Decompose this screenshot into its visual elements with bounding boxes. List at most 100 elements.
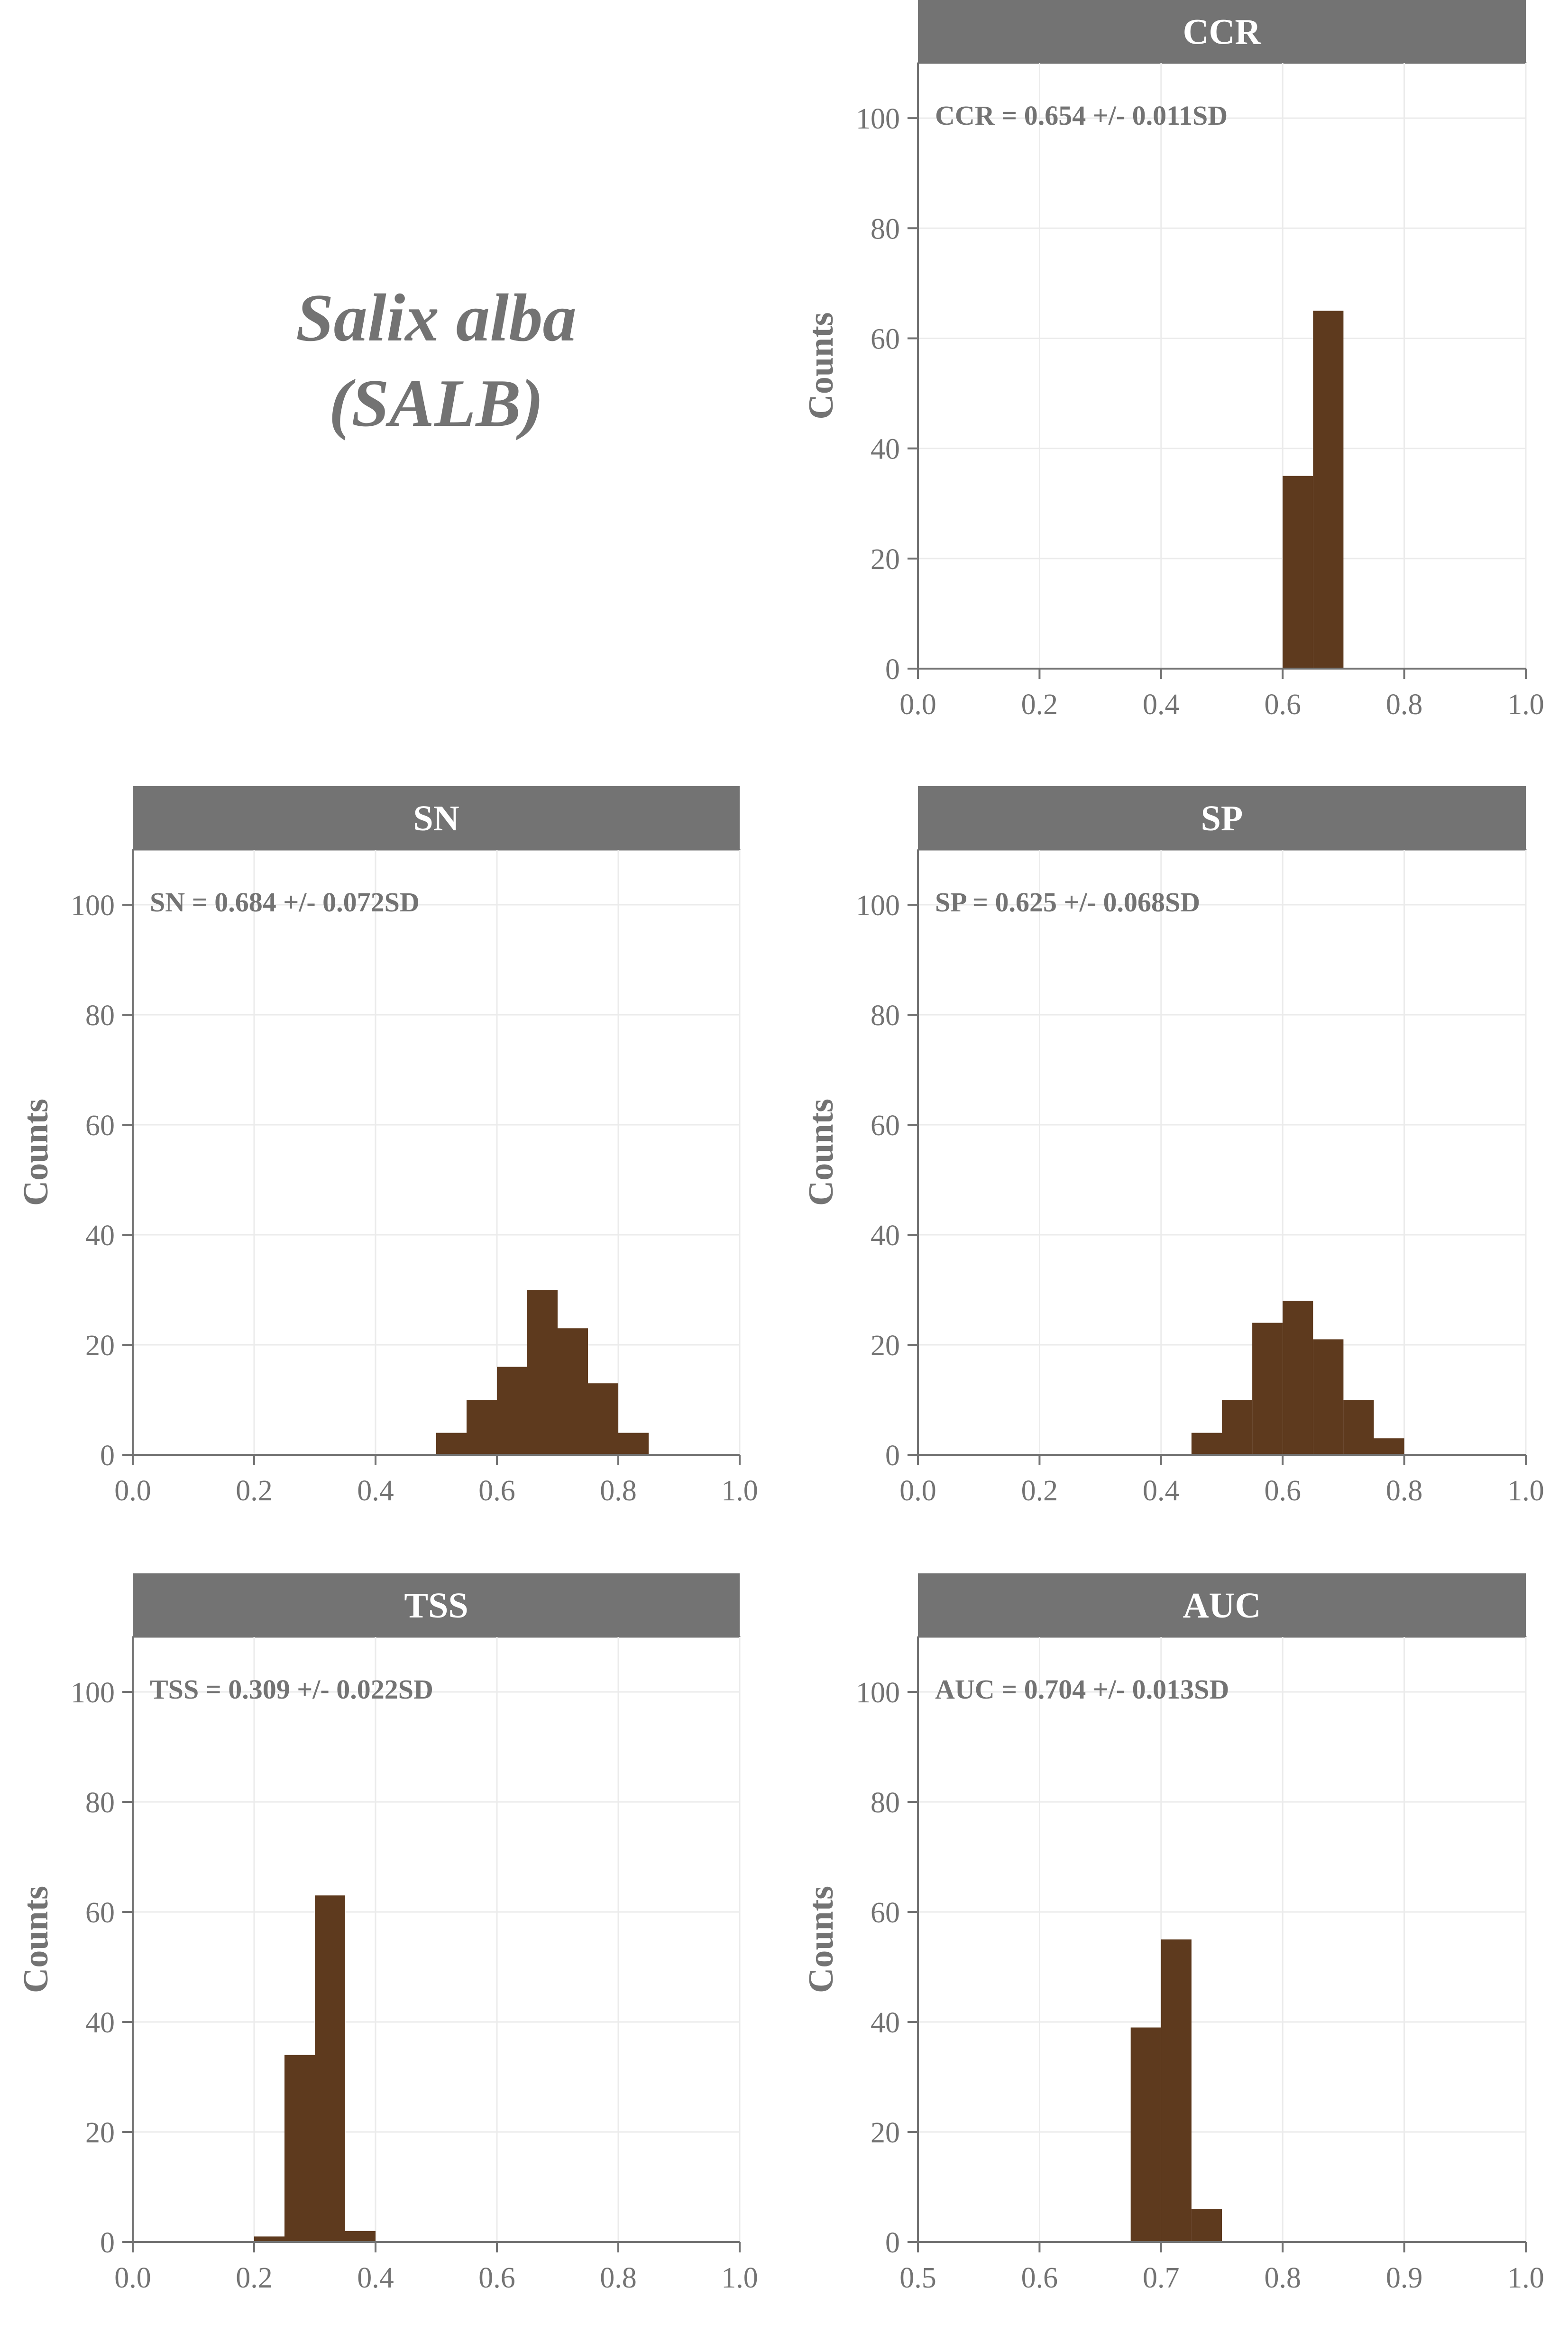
auc-x-tick-label: 0.9 — [1386, 2262, 1423, 2294]
ccr-y-tick-label: 0 — [885, 653, 900, 686]
sp-y-tick-label: 60 — [871, 1110, 900, 1142]
auc-strip — [918, 1573, 1526, 1637]
tss-histogram-bar — [284, 2055, 315, 2242]
tss-x-tick-label: 0.6 — [478, 2262, 515, 2294]
sp-x-tick-label: 0.0 — [899, 1475, 936, 1507]
ccr-y-tick-label: 100 — [856, 103, 900, 135]
tss-x-tick-label: 0.0 — [114, 2262, 151, 2294]
sn-y-tick-label: 40 — [85, 1220, 115, 1252]
sn-histogram-bar — [558, 1328, 588, 1455]
sn-y-tick-label: 100 — [71, 890, 115, 922]
ccr-y-tick-label: 40 — [871, 433, 900, 466]
tss-y-tick-label: 20 — [85, 2117, 115, 2149]
sp-histogram-bar — [1313, 1339, 1344, 1455]
ccr-y-tick-label: 20 — [871, 543, 900, 576]
tss-y-tick-label: 60 — [85, 1897, 115, 1929]
tss-x-tick-label: 1.0 — [721, 2262, 758, 2294]
species-name: Salix alba — [296, 280, 577, 355]
ccr-x-tick-label: 0.4 — [1143, 689, 1180, 721]
sp-y-axis-title: Counts — [802, 1099, 841, 1206]
sn-strip-label: SN — [413, 799, 459, 838]
ccr-panel-background — [917, 62, 1527, 670]
sn-x-tick-label: 0.6 — [478, 1475, 515, 1507]
tss-y-tick-label: 0 — [100, 2227, 115, 2259]
sp-panel-background — [917, 849, 1527, 1456]
auc-histogram-bar — [1191, 2209, 1222, 2242]
sp-annotation: SP = 0.625 +/- 0.068SD — [935, 887, 1200, 918]
auc-strip-label: AUC — [1183, 1586, 1261, 1626]
auc-y-tick-label: 0 — [885, 2227, 900, 2259]
sp-x-tick-label: 0.4 — [1143, 1475, 1180, 1507]
tss-x-tick-label: 0.4 — [357, 2262, 394, 2294]
sn-x-tick-label: 1.0 — [721, 1475, 758, 1507]
sp-histogram-bar — [1222, 1400, 1253, 1455]
tss-histogram-bar — [315, 1895, 345, 2242]
auc-y-axis-title: Counts — [802, 1886, 841, 1993]
sp-histogram-bar — [1374, 1438, 1404, 1455]
ccr-x-tick-label: 1.0 — [1507, 689, 1544, 721]
tss-annotation: TSS = 0.309 +/- 0.022SD — [150, 1674, 433, 1705]
sn-y-tick-label: 0 — [100, 1440, 115, 1472]
auc-y-tick-label: 100 — [856, 1677, 900, 1709]
tss-y-tick-label: 100 — [71, 1677, 115, 1709]
sn-y-tick-label: 20 — [85, 1330, 115, 1362]
tss-histogram-bar — [254, 2236, 284, 2242]
sn-histogram-bar — [527, 1290, 558, 1455]
sp-x-tick-label: 0.8 — [1386, 1475, 1423, 1507]
ccr-y-tick-label: 80 — [871, 213, 900, 245]
sn-y-tick-label: 80 — [85, 1000, 115, 1032]
sp-y-tick-label: 0 — [885, 1440, 900, 1472]
ccr-histogram-bar — [1283, 476, 1313, 669]
ccr-histogram-bar — [1313, 311, 1344, 669]
sn-histogram-bar — [588, 1383, 618, 1455]
sn-y-tick-label: 60 — [85, 1110, 115, 1142]
auc-y-tick-label: 80 — [871, 1787, 900, 1819]
tss-y-axis-title: Counts — [17, 1886, 55, 1993]
ccr-y-axis-title: Counts — [802, 312, 841, 419]
tss-y-tick-label: 40 — [85, 2007, 115, 2039]
species-title: Salix alba (SALB) — [0, 275, 872, 446]
ccr-annotation: CCR = 0.654 +/- 0.011SD — [935, 100, 1228, 131]
sn-histogram-bar — [467, 1400, 497, 1455]
sp-strip-label: SP — [1201, 799, 1243, 838]
sn-annotation: SN = 0.684 +/- 0.072SD — [150, 887, 420, 918]
auc-x-tick-label: 0.6 — [1021, 2262, 1058, 2294]
sp-y-tick-label: 100 — [856, 890, 900, 922]
tss-strip — [133, 1573, 740, 1637]
sn-x-tick-label: 0.0 — [114, 1475, 151, 1507]
auc-annotation: AUC = 0.704 +/- 0.013SD — [935, 1674, 1229, 1705]
auc-x-tick-label: 0.8 — [1264, 2262, 1301, 2294]
sn-histogram-bar — [497, 1367, 527, 1455]
auc-x-tick-label: 0.5 — [899, 2262, 936, 2294]
ccr-strip-label: CCR — [1183, 12, 1262, 52]
ccr-x-tick-label: 0.0 — [899, 689, 936, 721]
sn-y-axis-title: Counts — [17, 1099, 55, 1206]
sn-histogram-bar — [436, 1433, 467, 1455]
auc-histogram-bar — [1130, 2027, 1161, 2242]
auc-x-tick-label: 1.0 — [1507, 2262, 1544, 2294]
sp-histogram-bar — [1343, 1400, 1374, 1455]
tss-x-tick-label: 0.8 — [600, 2262, 637, 2294]
sn-x-tick-label: 0.4 — [357, 1475, 394, 1507]
auc-y-tick-label: 40 — [871, 2007, 900, 2039]
sp-x-tick-label: 0.6 — [1264, 1475, 1301, 1507]
sp-histogram-bar — [1252, 1323, 1283, 1455]
auc-x-tick-label: 0.7 — [1143, 2262, 1180, 2294]
tss-panel-background — [132, 1636, 741, 2243]
sn-strip — [133, 786, 740, 850]
tss-x-tick-label: 0.2 — [236, 2262, 273, 2294]
tss-y-tick-label: 80 — [85, 1787, 115, 1819]
sp-x-tick-label: 1.0 — [1507, 1475, 1544, 1507]
sp-y-tick-label: 80 — [871, 1000, 900, 1032]
sn-x-tick-label: 0.8 — [600, 1475, 637, 1507]
sp-x-tick-label: 0.2 — [1021, 1475, 1058, 1507]
auc-y-tick-label: 60 — [871, 1897, 900, 1929]
tss-strip-label: TSS — [404, 1586, 468, 1626]
sn-x-tick-label: 0.2 — [236, 1475, 273, 1507]
sn-panel-background — [132, 849, 741, 1456]
sp-y-tick-label: 20 — [871, 1330, 900, 1362]
ccr-y-tick-label: 60 — [871, 323, 900, 355]
sp-histogram-bar — [1191, 1433, 1222, 1455]
